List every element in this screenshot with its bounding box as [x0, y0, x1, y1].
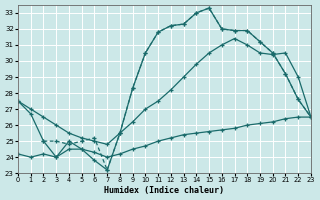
X-axis label: Humidex (Indice chaleur): Humidex (Indice chaleur) [105, 186, 225, 195]
